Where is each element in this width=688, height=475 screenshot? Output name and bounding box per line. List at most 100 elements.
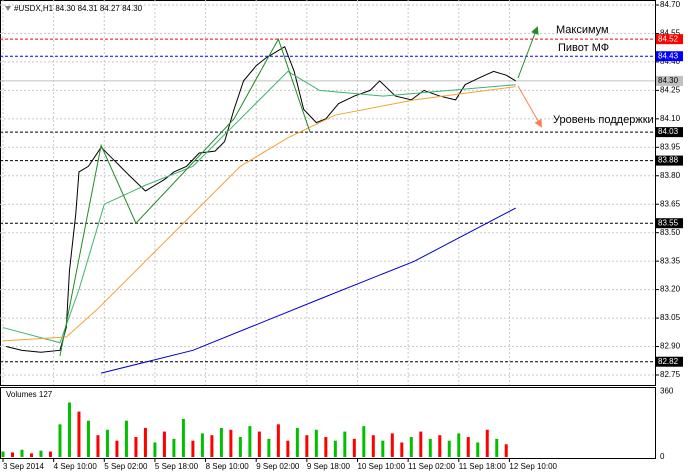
x-tick-label: 8 Sep 10:00 xyxy=(206,462,250,471)
volume-bar xyxy=(20,449,24,457)
volume-bar xyxy=(39,450,43,457)
volume-bar xyxy=(352,438,356,457)
level-tag-label: 84.43 xyxy=(658,51,679,60)
volume-tick-label: 0 xyxy=(660,452,665,461)
price-line xyxy=(6,46,516,353)
volume-title: Volumes 127 xyxy=(6,390,53,399)
volume-bar xyxy=(438,435,442,457)
level-tag-label: 84.03 xyxy=(658,127,679,136)
volume-bar xyxy=(476,442,480,457)
volume-bar xyxy=(1,451,5,457)
y-tick-label: 84.10 xyxy=(660,114,681,123)
volume-bar xyxy=(77,411,81,457)
y-tick-label: 84.55 xyxy=(660,29,681,38)
volume-bar xyxy=(86,420,90,457)
volume-bar xyxy=(48,451,52,457)
volume-bar xyxy=(115,440,119,457)
level-tag xyxy=(656,75,683,86)
volume-bar xyxy=(124,420,128,457)
level-tag-label: 83.88 xyxy=(658,156,679,165)
volume-bar xyxy=(10,452,14,457)
y-tick-label: 82.90 xyxy=(660,342,681,351)
volume-bar xyxy=(143,427,147,457)
y-tick-label: 84.70 xyxy=(660,0,681,9)
x-tick-label: 12 Sep 10:00 xyxy=(509,462,557,471)
volume-bar xyxy=(343,431,347,457)
level-tag xyxy=(656,34,683,45)
price-line xyxy=(2,86,516,342)
y-tick-label: 83.35 xyxy=(660,256,681,265)
annotation: Пивот МФ xyxy=(558,42,609,54)
y-tick-label: 83.95 xyxy=(660,142,681,151)
volume-bar xyxy=(447,440,451,457)
y-tick-label: 83.65 xyxy=(660,199,681,208)
level-tag xyxy=(656,356,683,367)
main-pane xyxy=(0,0,656,386)
level-tag xyxy=(656,218,683,229)
x-tick-label: 5 Sep 02:00 xyxy=(104,462,148,471)
x-tick-label: 9 Sep 18:00 xyxy=(307,462,351,471)
volume-bar xyxy=(105,429,109,457)
volume-bar xyxy=(305,435,309,457)
volume-bar xyxy=(153,442,157,457)
x-tick-label: 10 Sep 10:00 xyxy=(357,462,405,471)
y-tick-label: 83.50 xyxy=(660,228,681,237)
y-tick-label: 83.80 xyxy=(660,171,681,180)
annotation: Уровень поддержки xyxy=(553,114,654,126)
level-tag-label: 84.52 xyxy=(658,34,679,43)
volume-bar xyxy=(96,435,100,457)
volume-bar xyxy=(267,438,271,457)
x-tick-label: 11 Sep 18:00 xyxy=(459,462,507,471)
volume-bar xyxy=(229,429,233,457)
volume-bar xyxy=(362,426,366,457)
volume-bar xyxy=(485,429,489,457)
level-tag xyxy=(656,127,683,138)
y-tick-label: 83.20 xyxy=(660,285,681,294)
volume-bar xyxy=(286,440,290,457)
volume-bar xyxy=(390,433,394,457)
volume-bar xyxy=(162,431,166,457)
volume-bar xyxy=(371,435,375,457)
level-tag-label: 83.55 xyxy=(658,218,679,227)
volume-bar xyxy=(466,437,470,457)
level-tag xyxy=(656,155,683,166)
volume-bar xyxy=(29,453,33,457)
volume-bar xyxy=(400,442,404,457)
volume-bar xyxy=(191,440,195,457)
price-line xyxy=(100,207,516,374)
symbol-icon xyxy=(5,6,11,11)
volume-bar xyxy=(257,431,261,457)
volume-bar xyxy=(295,427,299,457)
volume-bar xyxy=(381,440,385,457)
y-tick-label: 83.05 xyxy=(660,313,681,322)
price-line xyxy=(2,70,516,344)
x-tick-label: 4 Sep 10:00 xyxy=(54,462,98,471)
x-tick-label: 11 Sep 02:00 xyxy=(408,462,456,471)
chart-title: #USDX,H1 84.30 84.31 84.27 84.30 xyxy=(14,4,143,13)
volume-bar xyxy=(58,424,62,457)
volume-tick-label: 360 xyxy=(660,387,674,396)
volume-bar xyxy=(200,433,204,457)
level-tag-label: 82.82 xyxy=(658,357,679,366)
x-tick-label: 3 Sep 2014 xyxy=(3,462,44,471)
volume-bar xyxy=(495,438,499,457)
volume-bar xyxy=(219,427,223,457)
volume-bar xyxy=(172,438,176,457)
price-line xyxy=(59,37,311,357)
volume-bar xyxy=(248,426,252,457)
volume-bar xyxy=(324,437,328,457)
volume-bar xyxy=(504,444,508,457)
volume-bar xyxy=(457,433,461,457)
volume-bar xyxy=(134,437,138,457)
volume-bar xyxy=(419,431,423,457)
volume-pane xyxy=(0,387,656,459)
volume-bar xyxy=(428,438,432,457)
y-tick-label: 84.25 xyxy=(660,85,681,94)
volume-bar xyxy=(181,418,185,457)
volume-bar xyxy=(409,437,413,457)
volume-bar xyxy=(333,440,337,457)
volume-bar xyxy=(276,424,280,457)
volume-bar xyxy=(67,402,71,457)
x-tick-label: 9 Sep 02:00 xyxy=(256,462,300,471)
